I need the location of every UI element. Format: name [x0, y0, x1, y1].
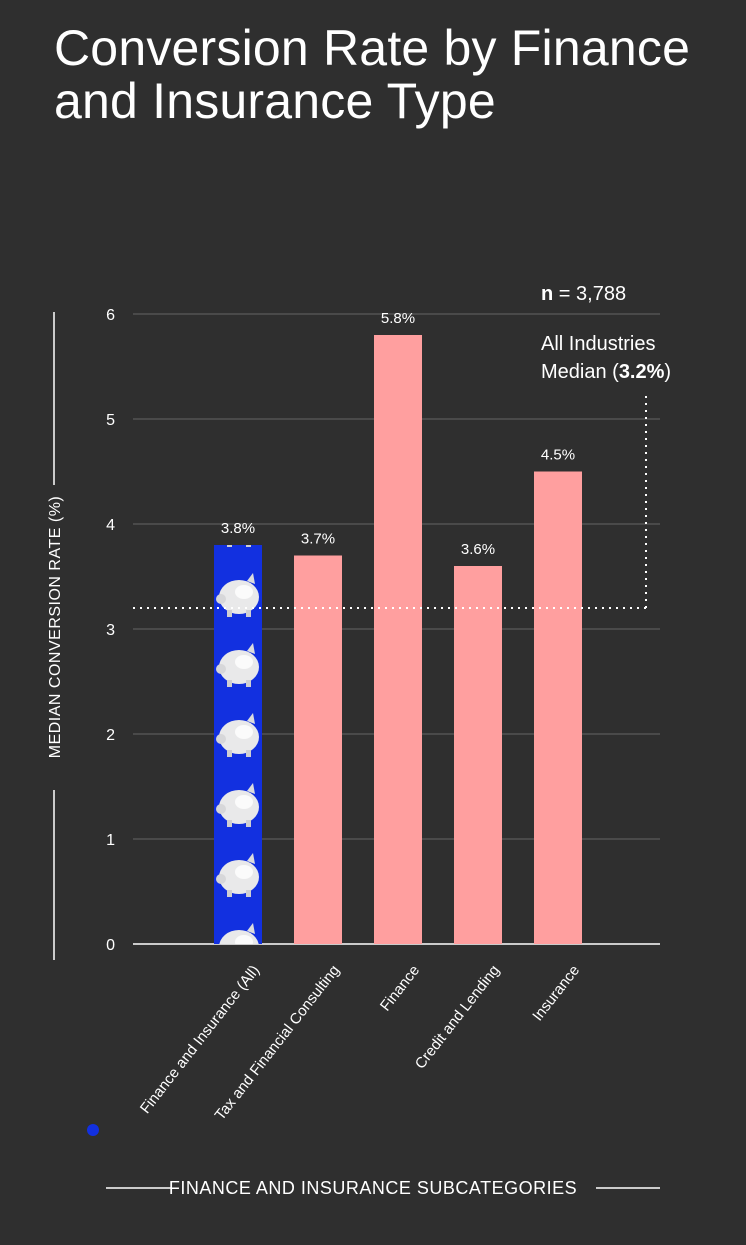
median-note-line1: All Industries — [541, 333, 656, 355]
y-tick-label: 5 — [106, 412, 115, 429]
data-label: 5.8% — [381, 310, 415, 327]
median-value: 3.2% — [618, 361, 665, 383]
median-note-line2: Median (3.2%) — [541, 358, 671, 386]
data-label: 3.6% — [461, 541, 495, 558]
x-tick-label: Insurance — [529, 962, 583, 1024]
data-label: 4.5% — [541, 447, 575, 464]
highlight-marker-dot — [87, 1124, 99, 1136]
x-tick-label: Credit and Lending — [412, 962, 503, 1072]
y-tick-label: 2 — [106, 727, 115, 744]
data-label: 3.8% — [221, 520, 255, 537]
x-tick-label: Finance — [377, 962, 423, 1015]
x-axis-title: FINANCE AND INSURANCE SUBCATEGORIES — [168, 1178, 578, 1198]
bars — [214, 335, 582, 944]
n-value: = 3,788 — [558, 283, 627, 305]
median-note: All Industries Median (3.2%) — [541, 330, 671, 386]
y-tick-label: 1 — [106, 832, 115, 849]
y-tick-label: 0 — [106, 937, 115, 954]
y-tick-label: 3 — [106, 622, 115, 639]
n-label: n — [541, 283, 554, 305]
bar — [294, 555, 342, 944]
bar — [374, 335, 422, 944]
median-prefix: Median ( — [541, 361, 619, 383]
bar-highlight — [214, 545, 262, 944]
bar — [534, 471, 582, 944]
bar — [454, 566, 502, 944]
median-reference — [133, 396, 647, 609]
y-tick-label: 6 — [106, 307, 115, 324]
sample-size-note: n = 3,788 — [541, 283, 626, 306]
data-label: 3.7% — [301, 531, 335, 548]
median-suffix: ) — [664, 361, 672, 383]
chart-title: Conversion Rate by Finance and Insurance… — [54, 20, 691, 129]
y-axis-title: MEDIAN CONVERSION RATE (%) — [47, 495, 64, 759]
y-tick-label: 4 — [106, 517, 115, 534]
